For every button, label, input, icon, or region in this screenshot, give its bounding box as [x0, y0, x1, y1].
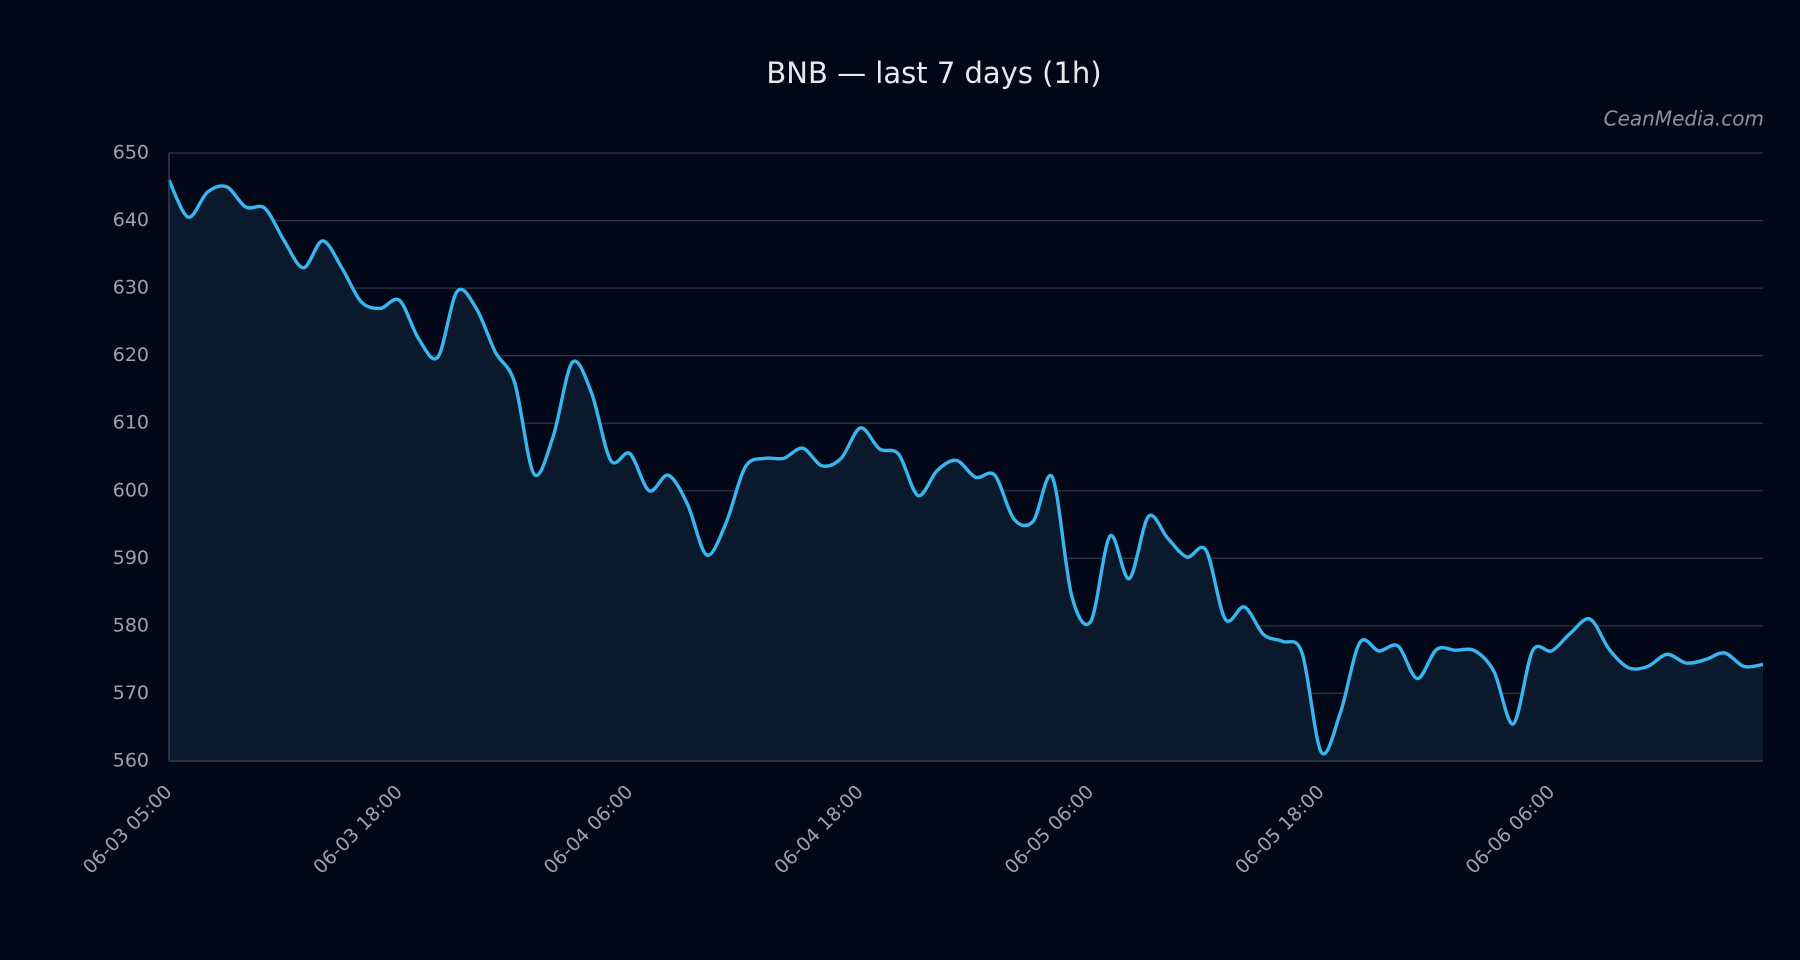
price-line: [167, 179, 1764, 756]
y-tick-label: 560: [113, 750, 149, 772]
y-tick-label: 630: [113, 277, 149, 299]
x-tick-label: 06-04 18:00: [770, 781, 868, 879]
y-tick-label: 650: [113, 142, 149, 164]
y-tick-label: 590: [113, 547, 149, 569]
x-tick-label: 06-03 18:00: [309, 781, 407, 879]
x-tick-label: 06-04 06:00: [540, 781, 638, 879]
plot-area: [167, 179, 1764, 761]
y-tick-label: 610: [113, 412, 149, 434]
x-tick-label: 06-03 05:00: [79, 781, 177, 879]
x-tick-label: 06-05 06:00: [1001, 781, 1099, 879]
x-tick-label: 06-06 06:00: [1462, 781, 1560, 879]
y-tick-label: 640: [113, 209, 149, 231]
watermark: CeanMedia.com: [1604, 107, 1764, 131]
y-tick-label: 620: [113, 344, 149, 366]
y-tick-label: 580: [113, 614, 149, 636]
y-tick-label: 570: [113, 682, 149, 704]
y-tick-label: 600: [113, 479, 149, 501]
chart-title: BNB — last 7 days (1h): [766, 56, 1101, 90]
x-tick-label: 06-05 18:00: [1231, 781, 1329, 879]
